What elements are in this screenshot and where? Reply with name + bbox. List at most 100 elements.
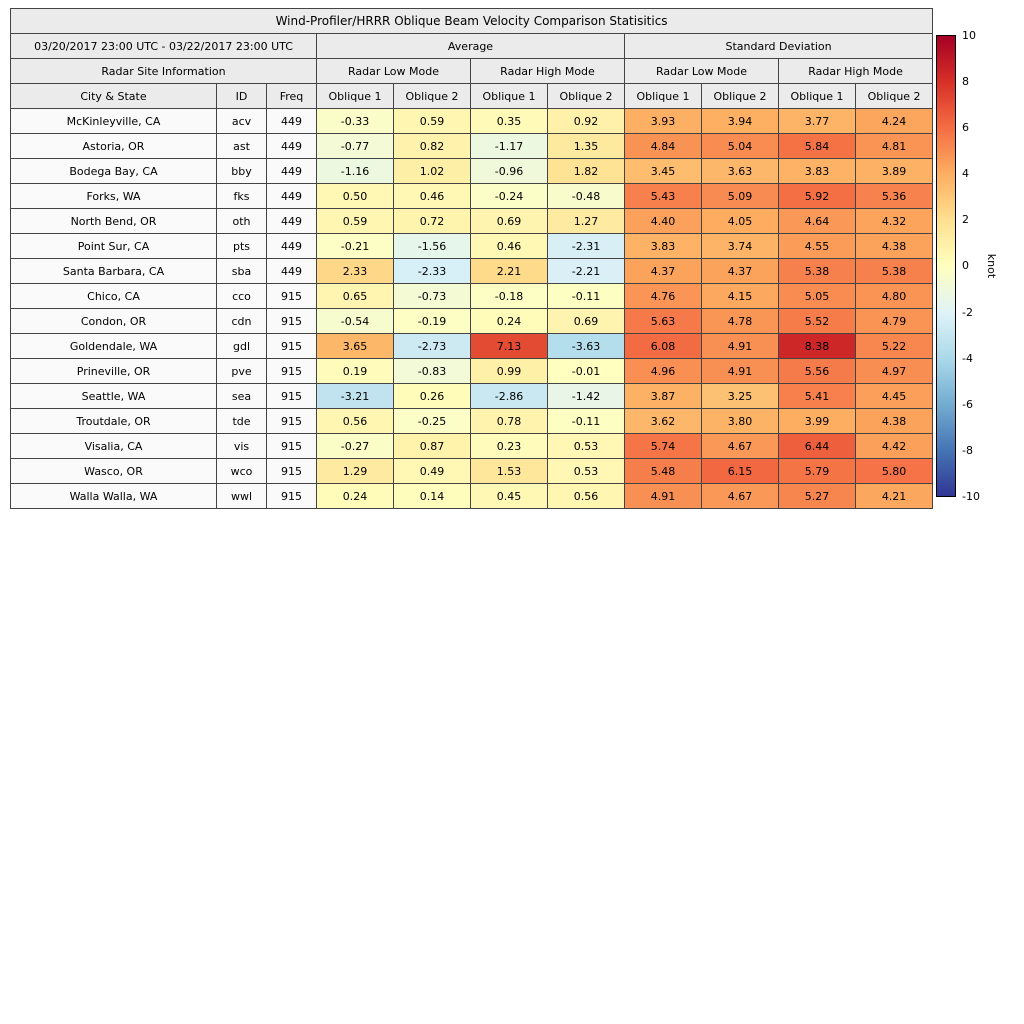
- value-cell: 0.19: [316, 358, 394, 384]
- group-row: 03/20/2017 23:00 UTC - 03/22/2017 23:00 …: [10, 33, 934, 59]
- value-cell: 0.23: [470, 433, 548, 459]
- value-cell: 3.63: [701, 158, 779, 184]
- value-cell: 0.59: [316, 208, 394, 234]
- value-cell: -0.77: [316, 133, 394, 159]
- value-cell: 0.35: [470, 108, 548, 134]
- value-cell: -2.21: [547, 258, 625, 284]
- table-row: Prineville, OR pve 915 0.19 -0.83 0.99 -0.01 4.…: [10, 358, 934, 384]
- value-cell: 0.50: [316, 183, 394, 209]
- value-cell: 5.92: [778, 183, 856, 209]
- value-cell: 4.97: [854, 358, 934, 384]
- value-cell: -0.24: [470, 183, 548, 209]
- value-cell: 2.21: [470, 258, 548, 284]
- value-cell: 4.67: [701, 433, 779, 459]
- value-cell: 0.53: [547, 458, 625, 484]
- value-cell: 0.92: [547, 108, 625, 134]
- col-freq: Freq: [266, 83, 317, 109]
- value-cell: 5.36: [854, 183, 934, 209]
- value-cell: 3.93: [624, 108, 702, 134]
- city-cell: Chico, CA: [10, 283, 217, 309]
- table-row: Bodega Bay, CA bby 449 -1.16 1.02 -0.96 1.82 3.…: [10, 158, 934, 184]
- value-cell: 5.63: [624, 308, 702, 334]
- value-cell: 0.69: [547, 308, 625, 334]
- freq-cell: 449: [266, 158, 317, 184]
- city-cell: Prineville, OR: [10, 358, 217, 384]
- city-cell: Condon, OR: [10, 308, 217, 334]
- value-cell: 5.48: [624, 458, 702, 484]
- value-cell: 3.45: [624, 158, 702, 184]
- table-row: Condon, OR cdn 915 -0.54 -0.19 0.24 0.69 5.63 4.…: [10, 308, 934, 334]
- mode-header-avg-low: Radar Low Mode: [316, 58, 471, 84]
- id-cell: sea: [216, 383, 267, 409]
- value-cell: 5.38: [778, 258, 856, 284]
- value-cell: 4.67: [701, 483, 779, 509]
- col-id: ID: [216, 83, 267, 109]
- table-row: Walla Walla, WA wwl 915 0.24 0.14 0.45 0.56 4.9…: [10, 483, 934, 509]
- value-cell: -0.11: [547, 283, 625, 309]
- value-cell: -2.33: [393, 258, 471, 284]
- value-cell: 4.84: [624, 133, 702, 159]
- value-cell: 0.26: [393, 383, 471, 409]
- table-row: Wasco, OR wco 915 1.29 0.49 1.53 0.53 5.48 6.15 5…: [10, 458, 934, 484]
- col-oblique-8: Oblique 2: [854, 83, 934, 109]
- value-cell: 3.65: [316, 333, 394, 359]
- freq-cell: 915: [266, 483, 317, 509]
- freq-cell: 915: [266, 333, 317, 359]
- id-cell: fks: [216, 183, 267, 209]
- value-cell: -0.48: [547, 183, 625, 209]
- value-cell: 5.41: [778, 383, 856, 409]
- col-oblique-2: Oblique 2: [393, 83, 471, 109]
- freq-cell: 915: [266, 408, 317, 434]
- value-cell: 4.38: [854, 408, 934, 434]
- colorbar-ticks: 10 8 6 4 2 0 -2 -4 -6 -8 -10: [962, 28, 980, 504]
- city-cell: Bodega Bay, CA: [10, 158, 217, 184]
- city-cell: Seattle, WA: [10, 383, 217, 409]
- value-cell: 0.82: [393, 133, 471, 159]
- value-cell: 4.37: [624, 258, 702, 284]
- table-row: North Bend, OR oth 449 0.59 0.72 0.69 1.27 4.40…: [10, 208, 934, 234]
- mode-header-avg-high: Radar High Mode: [470, 58, 625, 84]
- value-cell: 1.27: [547, 208, 625, 234]
- city-cell: North Bend, OR: [10, 208, 217, 234]
- value-cell: 3.94: [701, 108, 779, 134]
- value-cell: -0.96: [470, 158, 548, 184]
- value-cell: 5.09: [701, 183, 779, 209]
- table-row: Troutdale, OR tde 915 0.56 -0.25 0.78 -0.11 3.6…: [10, 408, 934, 434]
- value-cell: -0.54: [316, 308, 394, 334]
- value-cell: -0.83: [393, 358, 471, 384]
- value-cell: -0.11: [547, 408, 625, 434]
- freq-cell: 915: [266, 308, 317, 334]
- value-cell: 5.56: [778, 358, 856, 384]
- stats-table: Wind-Profiler/HRRR Oblique Beam Velocity…: [9, 8, 934, 509]
- freq-cell: 915: [266, 433, 317, 459]
- column-row: City & State ID Freq Oblique 1 Oblique 2…: [10, 83, 934, 109]
- value-cell: 4.21: [854, 483, 934, 509]
- id-cell: ast: [216, 133, 267, 159]
- value-cell: 0.46: [393, 183, 471, 209]
- value-cell: 0.65: [316, 283, 394, 309]
- freq-cell: 915: [266, 383, 317, 409]
- value-cell: 4.15: [701, 283, 779, 309]
- value-cell: 2.33: [316, 258, 394, 284]
- value-cell: 4.42: [854, 433, 934, 459]
- table-row: Point Sur, CA pts 449 -0.21 -1.56 0.46 -2.31 3.…: [10, 233, 934, 259]
- id-cell: pts: [216, 233, 267, 259]
- freq-cell: 449: [266, 258, 317, 284]
- city-cell: Wasco, OR: [10, 458, 217, 484]
- value-cell: 0.69: [470, 208, 548, 234]
- freq-cell: 915: [266, 283, 317, 309]
- value-cell: 0.45: [470, 483, 548, 509]
- value-cell: -0.25: [393, 408, 471, 434]
- id-cell: wco: [216, 458, 267, 484]
- value-cell: 5.80: [854, 458, 934, 484]
- value-cell: 5.27: [778, 483, 856, 509]
- title-row: Wind-Profiler/HRRR Oblique Beam Velocity…: [9, 8, 934, 34]
- value-cell: -0.01: [547, 358, 625, 384]
- city-cell: Point Sur, CA: [10, 233, 217, 259]
- value-cell: -0.33: [316, 108, 394, 134]
- value-cell: 1.02: [393, 158, 471, 184]
- value-cell: 4.55: [778, 233, 856, 259]
- city-cell: Walla Walla, WA: [10, 483, 217, 509]
- value-cell: 1.35: [547, 133, 625, 159]
